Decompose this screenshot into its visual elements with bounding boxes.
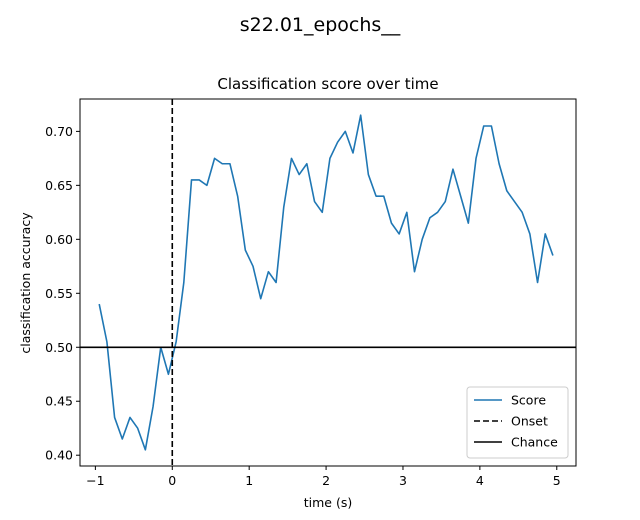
legend-box [466, 386, 569, 459]
x-tick-label: 2 [322, 473, 330, 488]
x-tick-label: 4 [476, 473, 484, 488]
y-tick-label: 0.40 [45, 448, 73, 463]
x-axis-label: time (s) [304, 495, 352, 510]
legend: Score Onset Chance [466, 386, 569, 459]
y-tick-label: 0.50 [45, 340, 73, 355]
y-axis-label: classification accuracy [18, 212, 33, 354]
x-tick-label: 1 [245, 473, 253, 488]
legend-label-onset: Onset [511, 414, 548, 429]
x-tick-label: −1 [86, 473, 104, 488]
y-tick-label: 0.55 [45, 286, 73, 301]
plot-area: −1 0 1 2 3 4 5 0.40 0.45 0.50 0.55 0.60 0.65 0.70 [45, 98, 577, 488]
x-tick-label: 0 [168, 473, 176, 488]
legend-label-chance: Chance [511, 435, 558, 450]
chart-title: Classification score over time [217, 75, 438, 93]
figure-suptitle: s22.01_epochs__ [240, 14, 401, 36]
x-tick-label: 3 [399, 473, 407, 488]
y-tick-label: 0.65 [45, 178, 73, 193]
legend-label-score: Score [511, 393, 546, 408]
x-tick-label: 5 [553, 473, 561, 488]
plot-frame [79, 98, 577, 467]
y-tick-label: 0.70 [45, 124, 73, 139]
y-tick-label: 0.60 [45, 232, 73, 247]
y-tick-label: 0.45 [45, 394, 73, 409]
